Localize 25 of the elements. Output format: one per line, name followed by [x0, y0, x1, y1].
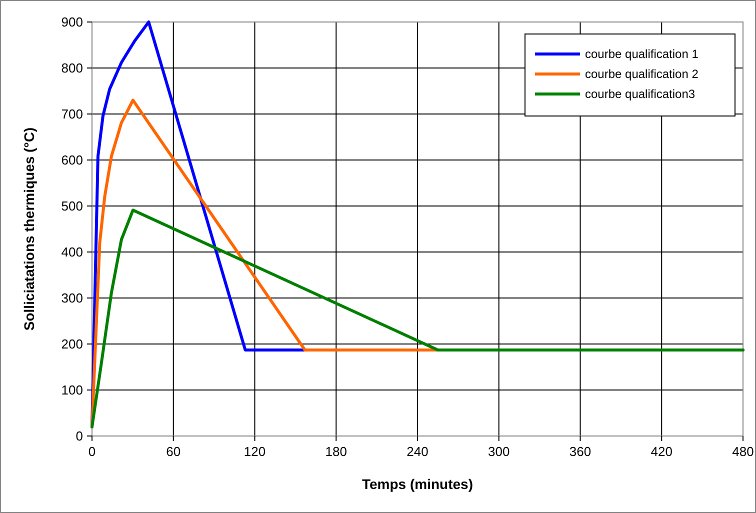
y-tick-label: 200: [61, 336, 83, 352]
x-tick-label: 0: [88, 444, 96, 459]
x-tick-label: 240: [406, 444, 428, 459]
y-tick-label: 0: [76, 428, 83, 444]
legend-label: courbe qualification 1: [585, 47, 699, 62]
y-tick-label: 900: [61, 14, 83, 30]
x-tick-label: 180: [325, 444, 347, 459]
y-tick-label: 400: [61, 244, 83, 260]
legend-label: courbe qualification3: [585, 87, 696, 102]
x-tick-label: 60: [166, 444, 181, 459]
x-axis-title: Temps (minutes): [362, 476, 473, 492]
y-tick-label: 700: [61, 106, 83, 122]
y-tick-label: 300: [61, 290, 83, 306]
x-tick-label: 420: [650, 444, 672, 459]
y-tick-label: 500: [61, 198, 83, 214]
legend-label: courbe qualification 2: [585, 67, 699, 82]
y-axis-title: Solliciatations thermiques (°C): [21, 127, 37, 331]
x-tick-label: 300: [488, 444, 510, 459]
x-tick-label: 360: [569, 444, 592, 459]
x-tick-label: 120: [244, 444, 266, 459]
y-tick-label: 100: [61, 382, 83, 398]
y-tick-label: 600: [61, 152, 83, 168]
line-series: [90, 208, 744, 428]
y-tick-label: 800: [61, 60, 83, 76]
x-tick-label: 480: [732, 444, 754, 459]
